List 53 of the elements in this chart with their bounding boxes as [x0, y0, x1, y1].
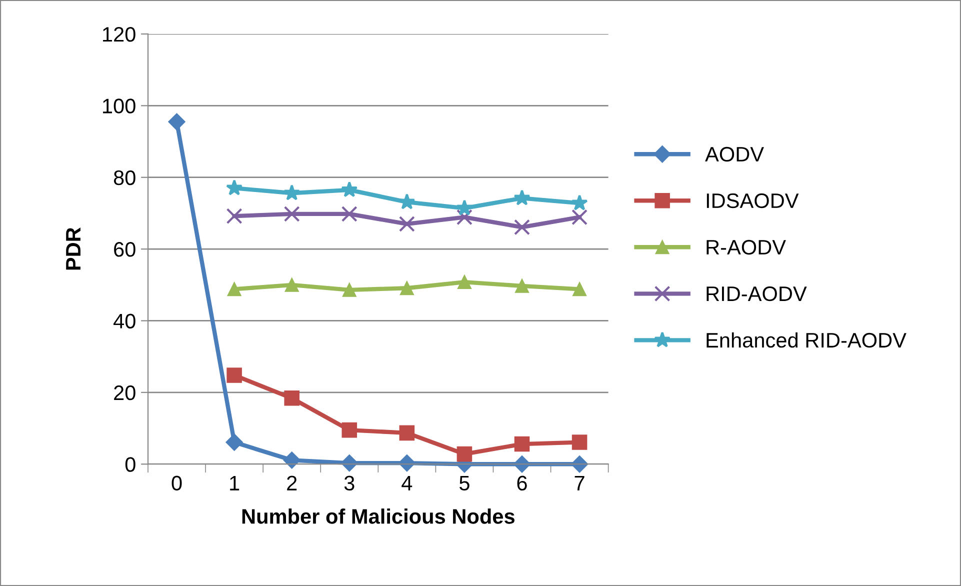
y-tick-label: 120 — [103, 26, 136, 42]
point — [572, 209, 588, 226]
legend-label: RID-AODV — [706, 286, 807, 302]
point — [226, 208, 242, 224]
point — [458, 275, 472, 289]
y-tick-label: 0 — [125, 457, 136, 472]
y-tick-label: 40 — [113, 314, 136, 328]
legend-label: AODV — [705, 146, 764, 162]
point — [456, 446, 472, 462]
point — [342, 422, 358, 438]
point — [515, 279, 529, 293]
point — [283, 452, 300, 469]
point — [226, 179, 243, 196]
x-tick-label: 5 — [460, 476, 470, 491]
legend-label: Enhanced RID-AODV — [706, 332, 906, 348]
point — [399, 425, 415, 441]
point — [514, 189, 530, 206]
point — [226, 434, 243, 451]
point — [341, 206, 358, 222]
x-axis-title: Number of Malicious Nodes — [242, 508, 514, 524]
point — [226, 368, 242, 383]
point — [572, 282, 586, 296]
point — [284, 184, 300, 200]
point — [514, 219, 530, 236]
point — [284, 390, 300, 406]
point — [514, 436, 530, 452]
legend-label: R-AODV — [706, 240, 786, 255]
point — [168, 113, 186, 130]
point — [572, 434, 588, 450]
x-tick-label: 0 — [172, 476, 182, 491]
y-tick-label: 80 — [114, 170, 136, 186]
point — [227, 282, 242, 296]
x-tick-label: 7 — [574, 476, 584, 490]
x-tick-label: 3 — [344, 476, 354, 491]
legend-label: IDSAODV — [706, 193, 799, 208]
point — [284, 278, 299, 292]
point — [342, 282, 356, 297]
x-tick-label: 4 — [402, 476, 412, 490]
point — [400, 281, 414, 296]
y-axis-title: PDR — [66, 227, 80, 270]
point — [398, 216, 415, 232]
point — [398, 193, 416, 210]
y-tick-label: 60 — [114, 242, 136, 257]
x-tick-label: 6 — [517, 476, 527, 491]
point — [456, 209, 472, 226]
y-tick-label: 20 — [114, 385, 136, 400]
point — [571, 194, 588, 210]
y-tick-label: 100 — [103, 98, 136, 114]
x-tick-label: 2 — [287, 476, 297, 490]
x-tick-label: 1 — [230, 476, 240, 490]
point — [284, 206, 300, 222]
point — [456, 200, 473, 216]
point — [341, 181, 358, 198]
